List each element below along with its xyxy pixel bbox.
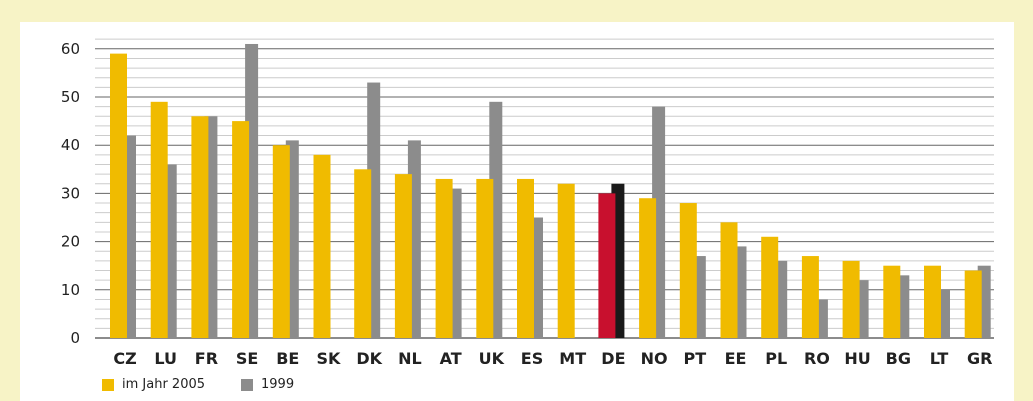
x-category-label: UK — [479, 349, 505, 368]
legend-item-2005: im Jahr 2005 — [102, 377, 205, 392]
x-category-label: NL — [398, 349, 422, 368]
x-category-label: PL — [765, 349, 787, 368]
bar-2005-mt — [557, 183, 575, 338]
x-category-label: EE — [725, 349, 747, 368]
bar-2005-es — [517, 178, 534, 338]
bar-2005-be — [272, 145, 290, 338]
bar-2005-ro — [801, 256, 819, 338]
bar-2005-se — [232, 121, 250, 338]
x-category-label: ES — [521, 349, 543, 368]
y-tick-label: 50 — [61, 88, 80, 106]
legend-swatch-1999 — [241, 378, 254, 391]
x-category-label: MT — [559, 349, 586, 368]
bar-2005-at — [435, 178, 453, 338]
x-category-label: BE — [276, 349, 299, 368]
x-category-label: NO — [641, 349, 668, 368]
x-category-label: AT — [440, 349, 462, 368]
y-tick-label: 10 — [61, 281, 80, 299]
y-tick-label: 30 — [61, 184, 80, 202]
bar-2005-lu — [150, 101, 168, 338]
y-tick-label: 40 — [61, 136, 80, 154]
bar-2005-sk — [313, 154, 331, 338]
bar-2005-hu — [842, 260, 860, 338]
x-category-label: SE — [236, 349, 258, 368]
x-category-label: DE — [601, 349, 625, 368]
x-category-label: GR — [967, 349, 992, 368]
legend-swatch-2005 — [102, 378, 114, 391]
legend-item-1999: 1999 — [241, 377, 294, 392]
bar-2005-dk — [354, 169, 372, 338]
bar-2005-nl — [394, 174, 412, 338]
bar-2005-gr — [964, 270, 982, 338]
y-tick-label: 20 — [61, 233, 80, 251]
chart-frame: 0 10 20 30 40 50 60 CZ LU FR SE BE SK DK NL AT UK ES MT DE N… — [20, 22, 1014, 401]
bar-2005-ee — [720, 222, 738, 338]
y-tick-label: 60 — [61, 40, 80, 58]
x-category-label: SK — [317, 349, 342, 368]
x-category-label: BG — [886, 349, 911, 368]
bar-2005-pl — [761, 236, 779, 338]
bar-2005-no — [639, 198, 657, 338]
x-category-label: RO — [804, 349, 830, 368]
y-tick-label: 0 — [70, 329, 80, 347]
legend: im Jahr 2005 1999 — [102, 377, 330, 392]
x-category-label: HU — [844, 349, 870, 368]
x-category-label: DK — [356, 349, 382, 368]
bar-2005-fr — [191, 116, 209, 338]
legend-label-1999: 1999 — [261, 377, 295, 392]
x-category-label: LU — [154, 349, 177, 368]
bar-2005-bg — [883, 265, 901, 338]
x-category-label: CZ — [113, 349, 136, 368]
bar-2005-pt — [679, 203, 697, 338]
bar-chart: 0 10 20 30 40 50 60 CZ LU FR SE BE SK DK NL AT UK ES MT DE N… — [61, 38, 994, 368]
bar-2005-de — [598, 193, 616, 338]
x-category-label: LT — [930, 349, 949, 368]
bar-2005-lt — [924, 265, 941, 338]
x-category-label: PT — [683, 349, 706, 368]
bar-2005-cz — [110, 53, 127, 339]
bar-2005-uk — [476, 178, 494, 338]
legend-label-2005: im Jahr 2005 — [122, 377, 206, 392]
x-category-label: FR — [195, 349, 218, 368]
